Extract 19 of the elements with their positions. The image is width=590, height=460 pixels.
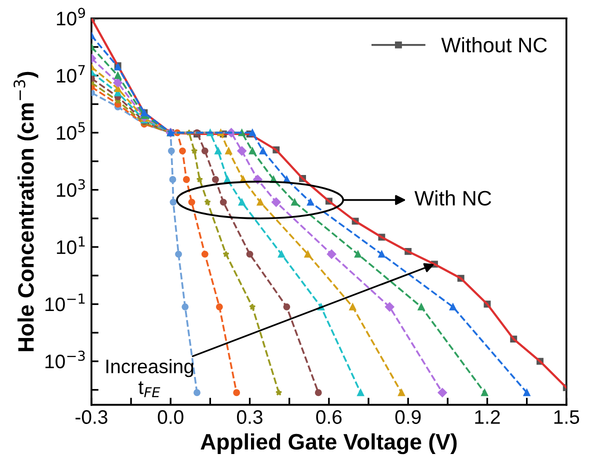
y-tick-label: 10$^{9}$: [56, 8, 85, 26]
y-tick-label: 10$^{1}$: [56, 236, 85, 254]
y-tick-label: 10$^{5}$: [56, 122, 85, 140]
y-tick-label: 10$^{−1}$: [45, 294, 85, 312]
y-axis-title: Hole Concentration (cm$^{−3}$): [14, 72, 38, 352]
x-tick-label: 0.3: [237, 410, 262, 424]
x-tick-label: -0.3: [76, 410, 108, 424]
y-tick-label: 10$^{−3}$: [45, 350, 85, 368]
x-tick-label: 0.0: [158, 410, 184, 424]
y-tick-label: 10$^{3}$: [56, 179, 85, 197]
y-tick-label: 10$^{7}$: [56, 65, 85, 83]
x-tick-label: 1.2: [475, 410, 500, 424]
annotation: With NC: [414, 190, 492, 206]
x-tick-label: 1.5: [554, 410, 580, 424]
annotation: Increasing t$_{FE}$: [106, 359, 194, 398]
x-tick-label: 0.9: [395, 410, 421, 424]
x-tick-label: 0.6: [316, 410, 342, 424]
x-axis-title: Applied Gate Voltage (V): [200, 433, 457, 454]
legend-label: Without NC: [441, 37, 547, 52]
